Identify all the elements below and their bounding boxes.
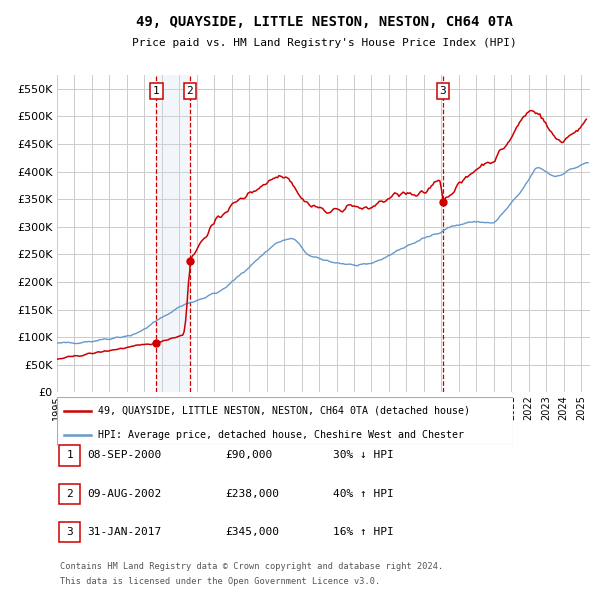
Text: Contains HM Land Registry data © Crown copyright and database right 2024.: Contains HM Land Registry data © Crown c… (60, 562, 443, 571)
Text: 16% ↑ HPI: 16% ↑ HPI (333, 527, 394, 537)
Text: 49, QUAYSIDE, LITTLE NESTON, NESTON, CH64 0TA: 49, QUAYSIDE, LITTLE NESTON, NESTON, CH6… (136, 15, 512, 29)
Text: £90,000: £90,000 (225, 451, 272, 460)
Text: 30% ↓ HPI: 30% ↓ HPI (333, 451, 394, 460)
Text: 1: 1 (66, 451, 73, 460)
Text: 2: 2 (187, 86, 193, 96)
Text: 31-JAN-2017: 31-JAN-2017 (87, 527, 161, 537)
Text: 49, QUAYSIDE, LITTLE NESTON, NESTON, CH64 0TA (detached house): 49, QUAYSIDE, LITTLE NESTON, NESTON, CH6… (98, 405, 470, 415)
Bar (157, 75, 190, 392)
Text: 09-AUG-2002: 09-AUG-2002 (87, 489, 161, 499)
Text: HPI: Average price, detached house, Cheshire West and Chester: HPI: Average price, detached house, Ches… (98, 430, 464, 440)
Text: 2: 2 (66, 489, 73, 499)
Text: 08-SEP-2000: 08-SEP-2000 (87, 451, 161, 460)
Text: £345,000: £345,000 (225, 527, 279, 537)
Text: Price paid vs. HM Land Registry's House Price Index (HPI): Price paid vs. HM Land Registry's House … (131, 38, 517, 48)
Text: 3: 3 (66, 527, 73, 537)
Text: 1: 1 (153, 86, 160, 96)
Text: This data is licensed under the Open Government Licence v3.0.: This data is licensed under the Open Gov… (60, 577, 380, 586)
Text: 3: 3 (439, 86, 446, 96)
Text: £238,000: £238,000 (225, 489, 279, 499)
Text: 40% ↑ HPI: 40% ↑ HPI (333, 489, 394, 499)
